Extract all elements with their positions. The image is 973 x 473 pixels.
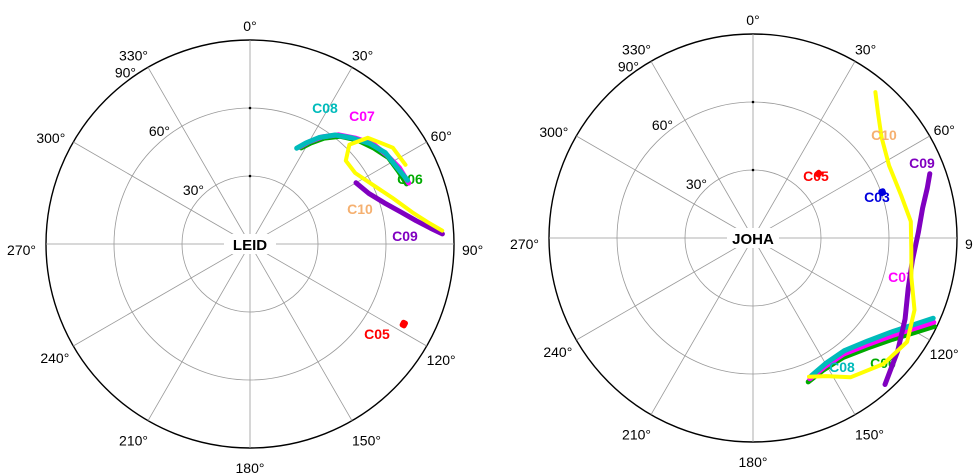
azimuth-tick-label: 60° [431, 128, 452, 144]
sat-track-c05 [814, 169, 823, 178]
ring-tick [751, 100, 755, 104]
sat-track-c03 [878, 188, 887, 197]
station-label-bg [224, 234, 276, 254]
ring-tick [248, 174, 252, 178]
azimuth-spoke [650, 61, 754, 239]
sat-label-c08: C08 [829, 359, 855, 375]
azimuth-spoke [752, 61, 856, 239]
azimuth-tick-label: 240° [543, 344, 572, 360]
sat-track-c08 [294, 132, 411, 183]
azimuth-tick-label: 120° [930, 346, 959, 362]
azimuth-tick-label: 270° [7, 242, 36, 258]
sat-label-c10: C10 [347, 201, 373, 217]
azimuth-spoke [73, 243, 251, 347]
ring-tick [248, 106, 252, 110]
azimuth-tick-label: 0° [243, 18, 256, 34]
sat-label-c05: C05 [803, 168, 829, 184]
azimuth-spoke [147, 67, 251, 245]
azimuth-tick-label: 150° [352, 433, 381, 449]
azimuth-spoke [752, 135, 930, 239]
azimuth-tick-label: 90° [462, 242, 483, 258]
sat-label-c09: C09 [909, 155, 935, 171]
station-label-bg [727, 228, 779, 248]
ring-tick [751, 168, 755, 172]
azimuth-spoke [73, 141, 251, 245]
elevation-tick-label: 60° [652, 117, 673, 133]
sat-label-c08: C08 [312, 100, 338, 116]
elevation-tick-label: 90° [115, 64, 136, 80]
azimuth-tick-label: 300° [539, 124, 568, 140]
azimuth-tick-label: 90 [965, 236, 973, 252]
azimuth-tick-label: 120° [427, 352, 456, 368]
azimuth-spoke [249, 243, 353, 421]
azimuth-tick-label: 210° [622, 427, 651, 443]
azimuth-spoke [249, 243, 427, 347]
station-name: LEID [233, 237, 267, 254]
azimuth-spoke [249, 141, 427, 245]
sat-track-c08 [809, 315, 936, 379]
azimuth-tick-label: 60° [934, 122, 955, 138]
azimuth-tick-label: 180° [236, 460, 265, 473]
azimuth-tick-label: 330° [119, 47, 148, 63]
azimuth-tick-label: 30° [855, 41, 876, 57]
azimuth-tick-label: 150° [855, 427, 884, 443]
azimuth-tick-label: 270° [510, 236, 539, 252]
sat-label-c03: C03 [864, 189, 890, 205]
azimuth-spoke [147, 243, 251, 421]
sat-track-c05 [399, 319, 408, 329]
azimuth-tick-label: 300° [36, 130, 65, 146]
skyplot-leid: 0° 30° 60° 90° 120° 150° 180° 210° 240° 270° 300° 3… [7, 18, 483, 473]
sat-label-c09: C09 [392, 228, 418, 244]
azimuth-tick-label: 30° [352, 47, 373, 63]
azimuth-spoke [249, 67, 353, 245]
elevation-tick-label: 30° [183, 182, 204, 198]
elevation-tick-label: 30° [686, 176, 707, 192]
elevation-tick-label: 90° [618, 58, 639, 74]
sat-label-c05: C05 [364, 326, 390, 342]
sat-track-c10 [807, 90, 917, 380]
azimuth-tick-label: 210° [119, 433, 148, 449]
sat-label-c07: C07 [349, 108, 375, 124]
azimuth-spoke [576, 135, 754, 239]
azimuth-spoke [752, 237, 856, 415]
azimuth-spoke [576, 237, 754, 341]
sat-label-c10: C10 [871, 127, 897, 143]
azimuth-tick-label: 240° [40, 350, 69, 366]
sat-track-c10 [343, 135, 445, 233]
sat-track-c09 [353, 180, 445, 237]
skyplot-joha: 0° 30° 60° 90 120° 150° 180° 210° 240° 270° 300° 33… [510, 12, 973, 470]
station-name: JOHA [732, 231, 774, 248]
azimuth-spoke [752, 237, 930, 341]
azimuth-tick-label: 330° [622, 41, 651, 57]
azimuth-tick-label: 180° [739, 454, 768, 470]
azimuth-tick-label: 0° [746, 12, 759, 28]
elevation-tick-label: 60° [149, 123, 170, 139]
azimuth-spoke [650, 237, 754, 415]
